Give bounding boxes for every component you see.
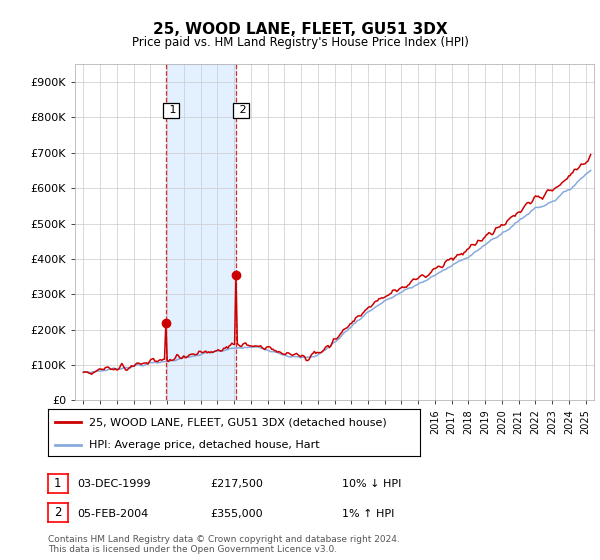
Text: 2: 2 <box>54 506 62 519</box>
Text: Price paid vs. HM Land Registry's House Price Index (HPI): Price paid vs. HM Land Registry's House … <box>131 36 469 49</box>
Text: 2: 2 <box>236 105 246 115</box>
Text: 25, WOOD LANE, FLEET, GU51 3DX (detached house): 25, WOOD LANE, FLEET, GU51 3DX (detached… <box>89 417 386 427</box>
Text: 1% ↑ HPI: 1% ↑ HPI <box>342 508 394 519</box>
Text: 1: 1 <box>166 105 176 115</box>
Text: 25, WOOD LANE, FLEET, GU51 3DX: 25, WOOD LANE, FLEET, GU51 3DX <box>152 22 448 38</box>
Text: 05-FEB-2004: 05-FEB-2004 <box>77 508 148 519</box>
Text: 10% ↓ HPI: 10% ↓ HPI <box>342 479 401 489</box>
Text: £355,000: £355,000 <box>210 508 263 519</box>
Bar <box>166 64 236 400</box>
Text: 1: 1 <box>54 477 62 490</box>
Text: Contains HM Land Registry data © Crown copyright and database right 2024.
This d: Contains HM Land Registry data © Crown c… <box>48 535 400 554</box>
Text: HPI: Average price, detached house, Hart: HPI: Average price, detached house, Hart <box>89 440 320 450</box>
Text: 03-DEC-1999: 03-DEC-1999 <box>77 479 151 489</box>
Text: £217,500: £217,500 <box>210 479 263 489</box>
